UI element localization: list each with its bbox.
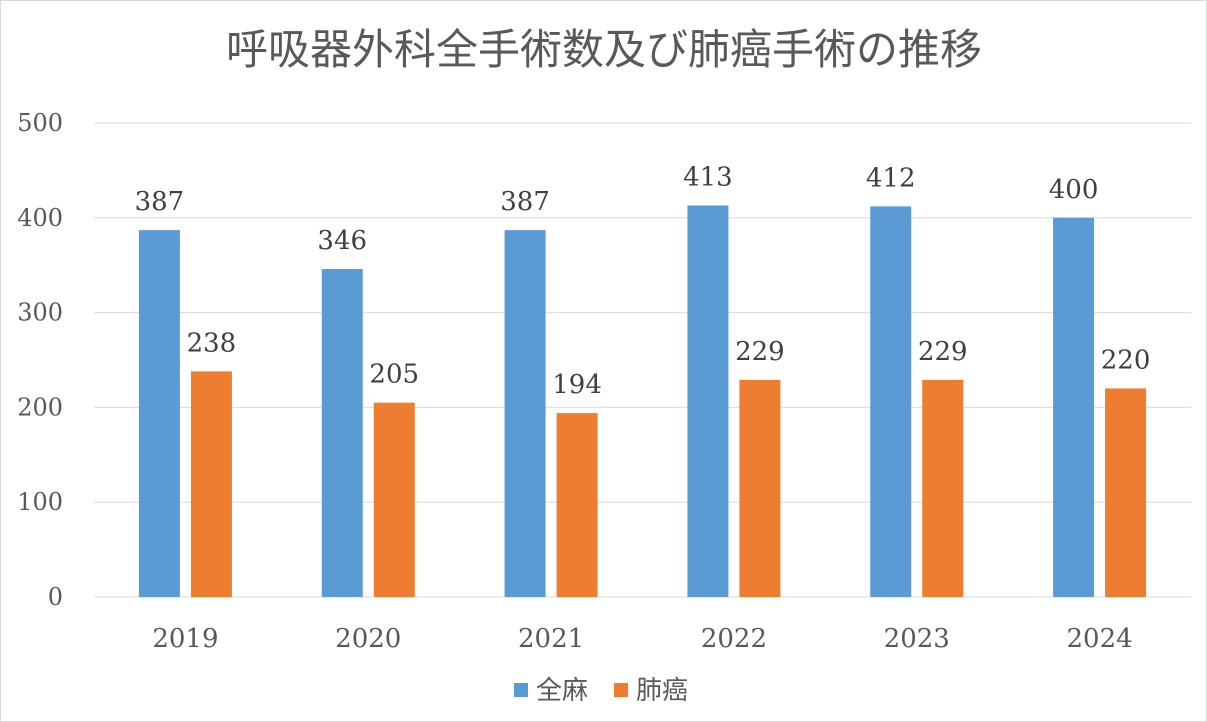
x-tick-label: 2021: [518, 624, 584, 654]
bar-肺癌-2021: [556, 413, 598, 597]
legend-label: 全麻: [536, 676, 588, 706]
bar-全麻-2020: [321, 268, 363, 597]
x-tick-label: 2020: [335, 624, 401, 654]
chart-title: 呼吸器外科全手術数及び肺癌手術の推移: [226, 25, 982, 74]
y-tick-label: 0: [48, 583, 63, 611]
x-tick-label: 2023: [884, 624, 950, 654]
legend-label: 肺癌: [636, 676, 688, 706]
legend-swatch: [614, 683, 628, 697]
data-label: 346: [317, 226, 367, 256]
y-tick-label: 100: [17, 488, 63, 516]
bars: [138, 205, 1147, 598]
legend: 全麻 肺癌: [514, 676, 688, 706]
legend-swatch: [514, 683, 528, 697]
x-tick-label: 2019: [152, 624, 218, 654]
bar-肺癌-2024: [1105, 388, 1147, 597]
data-label: 387: [500, 187, 550, 217]
x-axis-ticks: 2019 2020 2021 2022 2023 2024: [152, 624, 1132, 654]
data-label: 238: [187, 328, 237, 358]
gridlines: [94, 122, 1191, 598]
data-label: 387: [135, 187, 185, 217]
data-label: 220: [1101, 345, 1151, 375]
bar-全麻-2023: [870, 206, 912, 597]
bar-全麻-2022: [687, 205, 729, 597]
bar-全麻-2019: [138, 230, 180, 597]
data-label: 229: [918, 337, 968, 367]
y-axis-ticks: 0 100 200 300 400 500: [17, 109, 63, 611]
bar-肺癌-2023: [922, 379, 964, 597]
bar-全麻-2024: [1053, 217, 1095, 598]
y-tick-label: 400: [17, 204, 63, 232]
y-tick-label: 500: [17, 109, 63, 137]
data-label: 412: [866, 163, 916, 193]
bar-肺癌-2019: [190, 371, 232, 597]
x-tick-label: 2024: [1066, 624, 1132, 654]
data-label: 194: [552, 370, 602, 400]
bar-全麻-2021: [504, 230, 546, 597]
data-label: 400: [1049, 175, 1099, 205]
data-labels: 387 238 346 205 387 194 413 229 412 229 400 220: [135, 162, 1151, 400]
y-tick-label: 300: [17, 299, 63, 327]
data-label: 413: [683, 162, 733, 192]
bar-肺癌-2020: [373, 402, 415, 597]
x-tick-label: 2022: [701, 624, 767, 654]
data-label: 205: [369, 360, 419, 390]
bar-肺癌-2022: [739, 379, 781, 597]
data-label: 229: [735, 337, 785, 367]
y-tick-label: 200: [17, 393, 63, 421]
